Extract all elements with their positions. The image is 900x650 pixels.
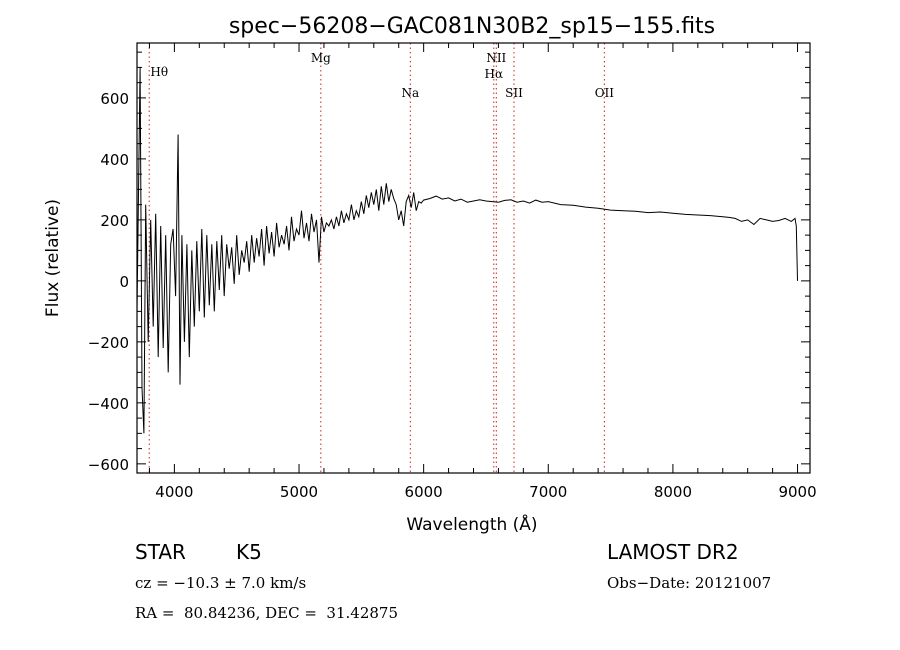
spectrum-line [136, 67, 798, 434]
y-tick-label: −400 [88, 395, 129, 413]
object-class: STAR [135, 540, 186, 564]
emission-label: OII [595, 86, 615, 100]
y-tick-label: 400 [100, 151, 129, 169]
object-subclass: K5 [236, 540, 262, 564]
y-tick-label: −200 [88, 334, 129, 352]
observation-date: Obs−Date: 20121007 [607, 574, 772, 592]
x-tick-label: 6000 [405, 483, 443, 501]
y-axis-ticks: −600 −400 −200 0 200 400 600 [88, 51, 810, 474]
y-tick-label: −600 [88, 456, 129, 474]
emission-label: Hα [485, 67, 504, 81]
x-axis-ticks: 4000 5000 6000 7000 8000 9000 [148, 43, 817, 501]
y-axis-label: Flux (relative) [43, 199, 63, 317]
x-axis-label: Wavelength (Å) [406, 513, 537, 535]
x-tick-label: 4000 [155, 483, 193, 501]
x-tick-label: 8000 [654, 483, 692, 501]
chart-title: spec−56208−GAC081N30B2_sp15−155.fits [229, 14, 715, 39]
x-tick-label: 7000 [529, 483, 567, 501]
coordinates: RA = 80.84236, DEC = 31.42875 [135, 604, 399, 622]
survey-name: LAMOST DR2 [607, 540, 739, 564]
x-tick-label: 9000 [778, 483, 816, 501]
emission-label: Hθ [150, 65, 168, 79]
emission-label: NII [486, 51, 506, 65]
y-tick-label: 0 [119, 273, 129, 291]
emission-label: Mg [311, 51, 331, 65]
emission-label: Na [401, 86, 419, 100]
y-tick-label: 200 [100, 212, 129, 230]
y-tick-label: 600 [100, 90, 129, 108]
x-tick-label: 5000 [280, 483, 318, 501]
redshift-velocity: cz = −10.3 ± 7.0 km/s [135, 574, 307, 592]
emission-label: SII [505, 86, 523, 100]
